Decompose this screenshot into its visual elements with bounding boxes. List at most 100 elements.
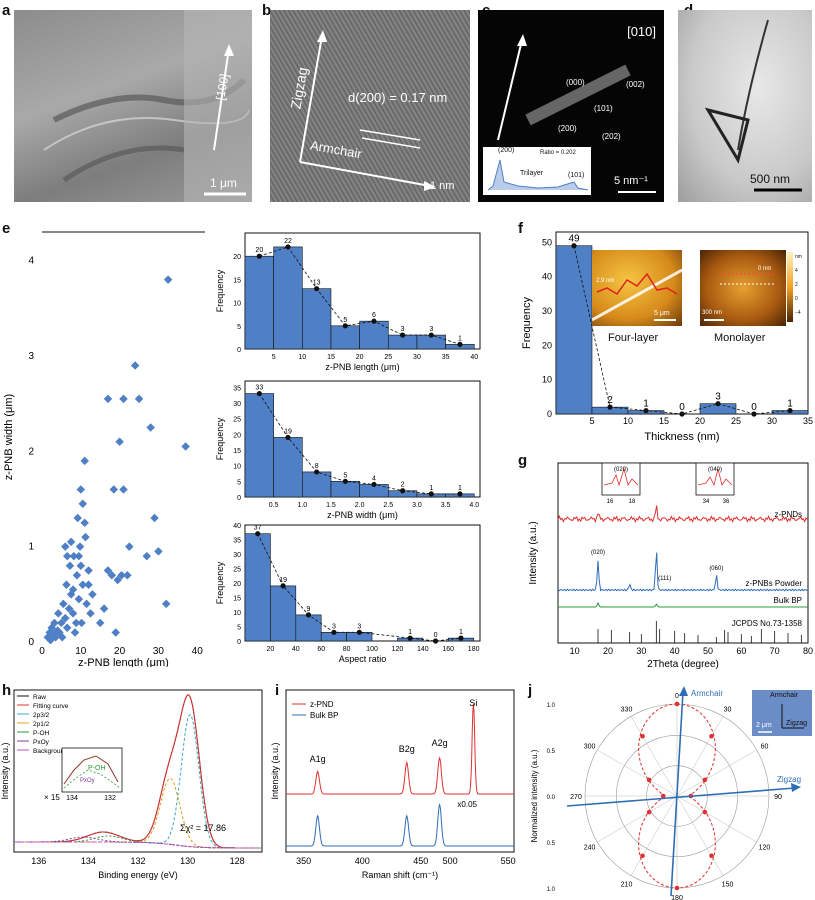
x-tick-label: 60 xyxy=(736,646,746,656)
radial-tick-label: 0.5 xyxy=(547,841,556,847)
x-axis-label: Aspect ratio xyxy=(339,654,387,664)
data-point xyxy=(73,513,82,523)
y-tick-label: 3 xyxy=(28,351,34,362)
data-point xyxy=(70,628,80,637)
data-point xyxy=(80,456,89,466)
panel-letter-g: g xyxy=(518,452,528,469)
x-tick-label: 35 xyxy=(442,354,450,361)
bin-marker xyxy=(571,243,577,249)
y-tick-label: 4 xyxy=(28,256,34,267)
x-axis-label: Raman shift (cm⁻¹) xyxy=(362,870,438,880)
data-point xyxy=(95,618,105,628)
afm-inset-four-layer: 2.9 nm 5 μm xyxy=(592,250,682,326)
data-point xyxy=(84,580,93,590)
data-point xyxy=(150,513,159,523)
bar-value-label: 0 xyxy=(434,632,438,639)
x-tick-label: 128 xyxy=(230,856,245,866)
y-tick-label: 25 xyxy=(233,417,241,424)
x-tick-label: 35 xyxy=(803,416,813,426)
bar-value-label: 20 xyxy=(255,247,263,254)
polar-data-point xyxy=(702,777,708,783)
colorbar-tick-4: −4 xyxy=(795,310,801,316)
p2p12-component xyxy=(14,777,261,849)
data-point xyxy=(142,551,152,561)
data-point xyxy=(54,609,63,618)
armchair-arrowhead xyxy=(679,686,688,696)
bar-value-label: 19 xyxy=(284,428,292,435)
peak-annotation: (060) xyxy=(709,566,723,572)
spot-label-101: (101) xyxy=(594,104,613,113)
y-tick-label: 0 xyxy=(237,347,241,354)
afm-colorbar xyxy=(787,252,793,322)
y-tick-label: 0 xyxy=(547,409,552,419)
afm-monolayer-overlay xyxy=(704,273,776,321)
bar-value-label: 0 xyxy=(679,402,685,413)
y-tick-label: 35 xyxy=(233,538,241,545)
afm-height-four-layer: 2.9 nm xyxy=(596,278,615,284)
inset-trilayer: Trilayer xyxy=(520,170,544,177)
spot-label-000: (000) xyxy=(566,78,585,87)
y-axis-label: Intensity (a.u.) xyxy=(0,742,10,799)
afm-colorbar-ticks: nm 4 2 0 −4 xyxy=(795,250,802,320)
peak-annotation: (020) xyxy=(614,467,628,473)
polar-grid-spoke xyxy=(597,749,678,797)
scale-bar-label: 1 nm xyxy=(430,180,455,192)
spot-label-202: (202) xyxy=(602,132,621,141)
series-label: z-PNDs xyxy=(774,510,802,519)
afm-scale-monolayer: 300 nm xyxy=(702,310,723,316)
tem-image-a: [100] 1 μm xyxy=(14,10,252,202)
inset-annotation: P-OH xyxy=(88,765,106,772)
inset-annotation: × 15 xyxy=(44,793,60,802)
data-point xyxy=(59,599,68,609)
bin-marker xyxy=(787,407,793,414)
polar-grid-spoke xyxy=(676,716,724,797)
x-tick-label: 4.0 xyxy=(469,502,479,509)
radial-tick-label: 1.0 xyxy=(547,887,556,893)
panel-letter-i: i xyxy=(275,682,280,699)
polar-grid-spoke xyxy=(676,749,757,797)
plot-frame xyxy=(13,689,263,853)
scale-bar-label: 1 μm xyxy=(210,176,237,190)
y-tick-label: 20 xyxy=(233,254,241,261)
data-point xyxy=(134,394,144,404)
afm-scale-four-layer: 5 μm xyxy=(654,310,670,317)
xrd-inset-040 xyxy=(695,462,735,496)
data-point xyxy=(68,585,78,594)
data-point xyxy=(111,628,120,637)
g-xrd-plot: z-PNDs z-PNBs Powder Bulk BP JCPDS No.73-13… xyxy=(528,462,813,670)
polar-data-point xyxy=(660,793,666,799)
bar-value-label: 6 xyxy=(372,312,376,319)
x-tick-label: 2.0 xyxy=(355,502,365,509)
legend-label: Bulk BP xyxy=(310,711,338,720)
x-tick-label: 25 xyxy=(384,354,392,361)
hrtem-image-b: Zigzag Armchair d(200) = 0.17 nm 1 nm xyxy=(270,10,470,202)
saed-pattern-c: [010] (000) (002) (101) (200) (202) (200… xyxy=(478,10,664,202)
inset-trace xyxy=(697,468,733,487)
j-polar-plot: 0 30 60 90 120 150 180 210 240 270 300 330 Armchair Z… xyxy=(530,686,801,900)
y-axis-label: z-PNB width (μm) xyxy=(3,394,15,480)
x-tick-label: 80 xyxy=(343,646,351,653)
bar-value-label: 13 xyxy=(313,280,321,287)
colorbar-unit: nm xyxy=(795,254,802,260)
angle-label: 150 xyxy=(722,881,734,888)
y-tick-label: 5 xyxy=(237,479,241,486)
y-tick-label: 0 xyxy=(28,637,34,648)
bar-value-label: 8 xyxy=(315,463,319,470)
legend-label: P-OH xyxy=(33,730,50,737)
bar-value-label: 2 xyxy=(607,395,613,406)
background-line xyxy=(14,841,261,849)
inset-axes xyxy=(758,704,804,733)
panel-letter-j: j xyxy=(528,682,533,699)
tem-d-overlay xyxy=(704,19,802,192)
x-axis-label: z-PNB length (μm) xyxy=(78,657,169,667)
polar-grid-spoke xyxy=(630,795,678,876)
peak-label: A1g xyxy=(310,754,326,764)
histogram-bar xyxy=(555,245,593,415)
histogram-bar xyxy=(302,288,332,350)
data-point xyxy=(74,594,84,604)
histogram-bar xyxy=(359,320,389,350)
data-point xyxy=(154,547,163,556)
